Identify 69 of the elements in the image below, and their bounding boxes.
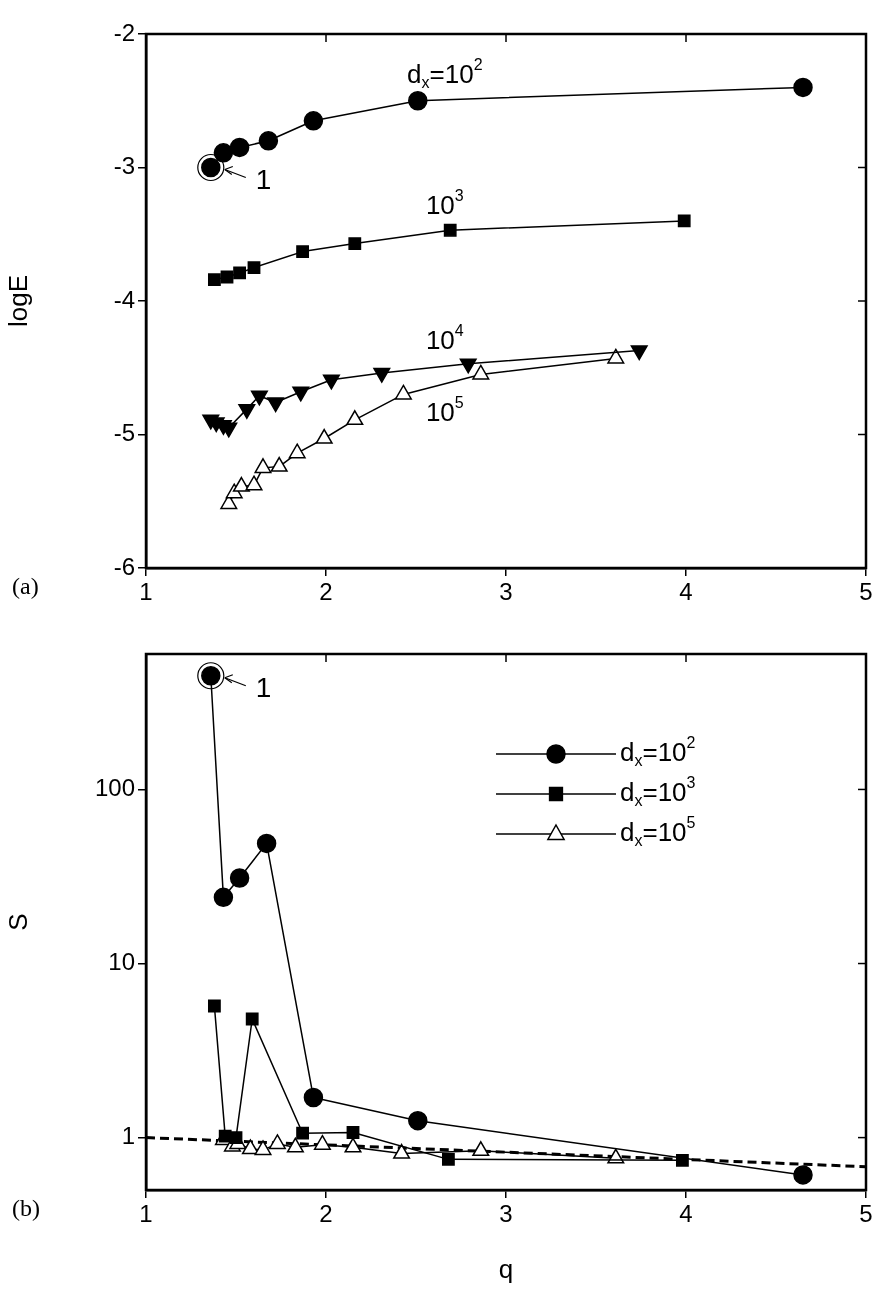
x-tick-label: 1 [139,578,153,606]
point [229,868,250,888]
x-tick-label: 3 [499,1200,513,1228]
point [229,1131,243,1145]
y-axis-title: S [2,913,33,931]
point [245,475,263,491]
x-tick-label: 4 [679,1200,693,1228]
point [256,833,277,854]
point [213,887,234,908]
point [296,1126,310,1140]
x-tick-label: 5 [859,578,873,606]
point [207,273,221,287]
point [258,131,279,151]
x-tick-label: 2 [319,578,333,606]
point [245,1012,259,1026]
point [408,1110,428,1131]
point [348,237,362,250]
text: (b) [12,1195,40,1222]
point [677,214,691,228]
point [247,261,261,275]
point [607,348,625,364]
y-tick-label: 10 [108,948,135,976]
point [207,999,221,1013]
y-tick-label: 1 [121,1122,135,1150]
point [315,428,333,444]
point [254,1140,272,1156]
point [393,1143,411,1159]
point [229,137,250,158]
y-tick-label: -3 [113,152,135,180]
point [793,1165,813,1185]
point [675,1153,689,1167]
point [793,77,813,98]
point [313,1134,331,1150]
point [472,1141,490,1157]
point [303,1087,324,1108]
point [296,245,310,259]
point [344,1137,362,1153]
annotation: 1 [255,164,272,196]
point [286,1137,304,1153]
x-tick-label: 5 [859,1200,873,1228]
x-axis-title: q [498,1253,514,1284]
y-tick-label: -6 [113,552,135,580]
y-tick-label: 100 [94,774,135,802]
x-tick-label: 3 [499,578,513,606]
point [303,111,324,131]
point [441,1152,455,1166]
point [233,266,247,280]
annotation: 1 [255,672,272,704]
y-axis-title: logE [2,274,33,328]
point [241,1139,259,1155]
point [346,1126,360,1139]
point [232,476,250,492]
point [218,1129,232,1143]
point [346,410,364,426]
y-tick-label: -5 [113,419,135,447]
point [408,91,428,111]
point [443,223,457,237]
point [288,443,306,459]
point [268,1134,286,1150]
x-tick-label: 1 [139,1200,153,1228]
point [472,364,490,380]
y-tick-label: -4 [113,285,135,313]
x-tick-label: 2 [319,1200,333,1228]
y-tick-label: -2 [113,18,135,46]
text: (a) [12,573,39,600]
point [394,384,412,400]
point [254,458,272,474]
x-tick-label: 4 [679,578,693,606]
point [270,456,288,472]
